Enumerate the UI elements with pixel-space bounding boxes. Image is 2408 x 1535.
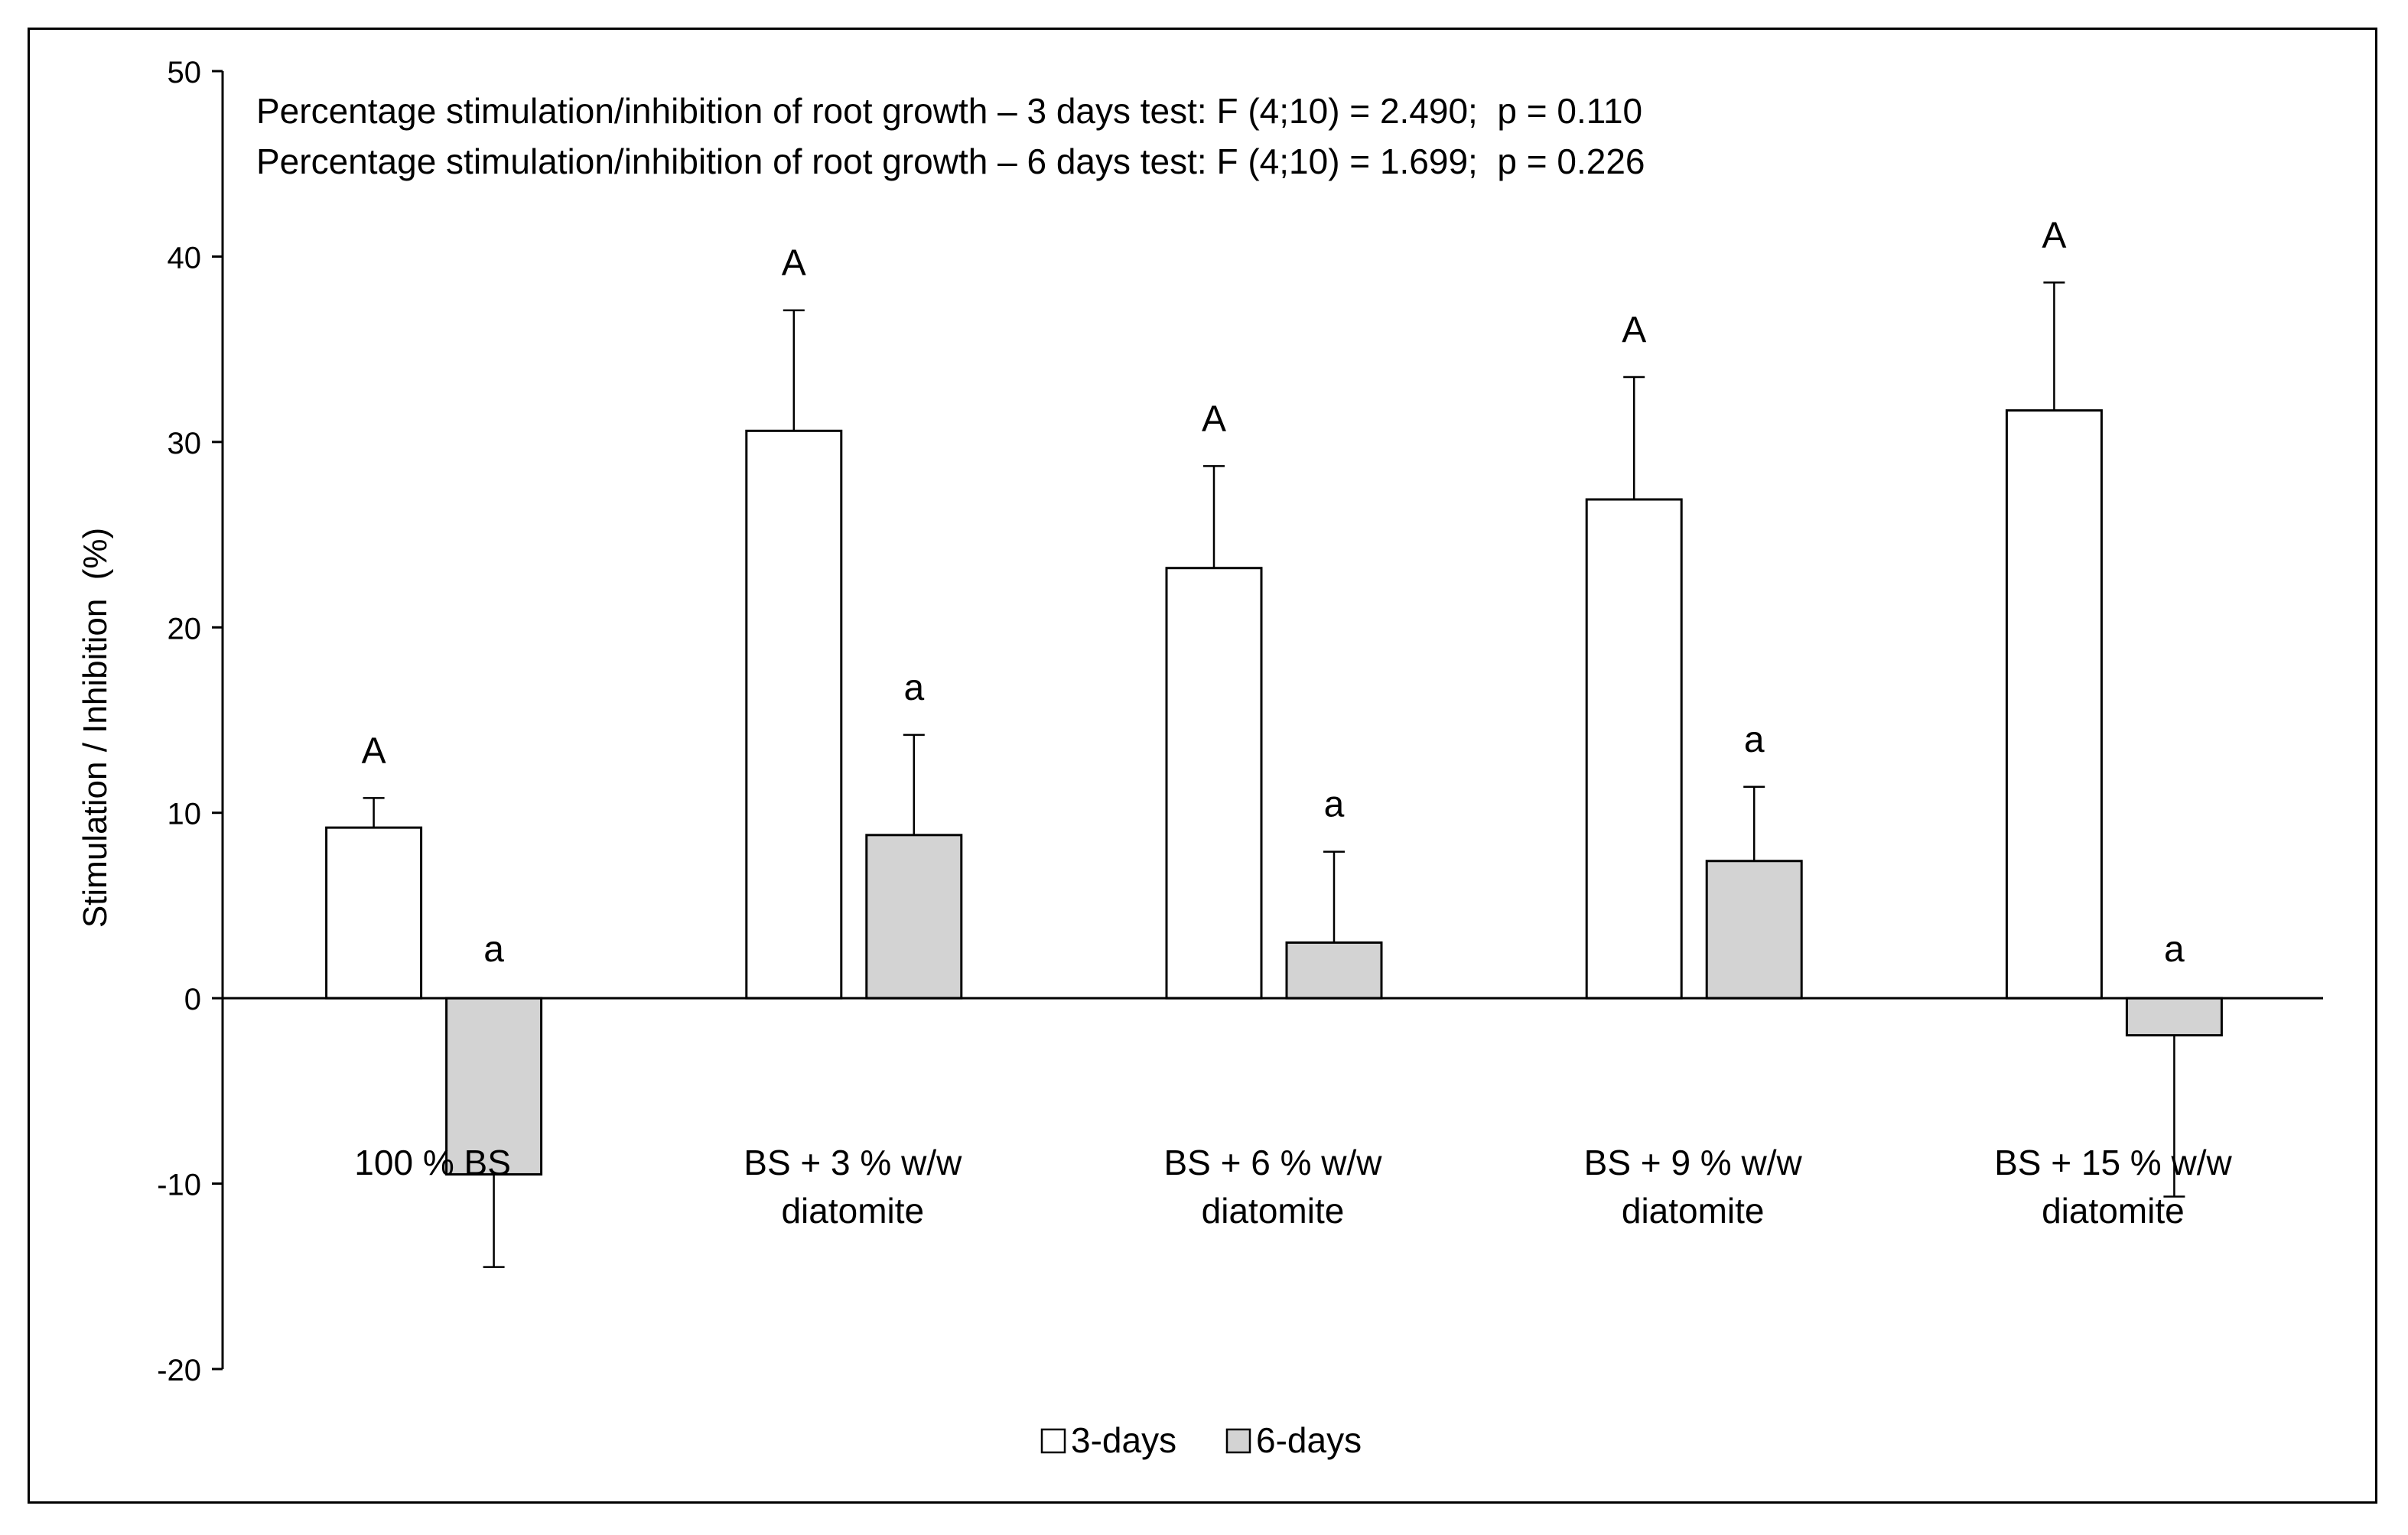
stats-annotation: Percentage stimulation/inhibition of roo… [256,91,1642,131]
bar-6-days-5 [2125,997,2223,1037]
stats-annotation: Percentage stimulation/inhibition of roo… [256,141,1645,181]
y-tick-label: 20 [168,612,202,646]
significance-letter: a [903,668,924,708]
significance-letter: a [483,929,504,970]
y-tick-label: 50 [168,56,202,89]
bar-3-days-5 [2005,409,2103,1000]
bar-6-days-1 [445,997,543,1176]
significance-letter: a [1744,720,1765,760]
y-tick-label: 40 [168,241,202,275]
significance-letter: A [362,730,386,771]
bar-3-days-3 [1165,567,1263,1000]
x-category-label: BS + 3 % w/w [744,1143,962,1182]
bar-6-days-3 [1285,941,1383,1000]
chart-frame: -20 -10 0 10 20 30 40 50 Stimulation / Inhibitio… [28,28,2377,1504]
bar-6-days-4 [1705,860,1803,1000]
bar-chart: -20 -10 0 10 20 30 40 50 Stimulation / Inhibitio… [76,56,2323,1460]
x-category-label: BS + 9 % w/w [1584,1143,1803,1182]
bar-3-days-1 [325,826,423,1000]
y-tick-label: -20 [157,1354,201,1387]
significance-letter: A [782,243,806,284]
y-tick-label: -10 [157,1169,201,1202]
x-category-label: BS + 15 % w/w [1994,1143,2232,1182]
legend-label: 3-days [1071,1420,1176,1460]
significance-letter: a [2164,929,2185,970]
significance-letter: A [2042,215,2066,255]
legend-label: 6-days [1256,1420,1362,1460]
x-category-label: diatomite [1622,1191,1765,1231]
y-tick-label: 10 [168,798,202,831]
x-category-label: BS + 6 % w/w [1163,1143,1382,1182]
legend-swatch-6-days [1225,1428,1251,1454]
bar-3-days-2 [745,429,843,1000]
y-tick-label: 30 [168,427,202,460]
y-axis-label: Stimulation / Inhibition (%) [76,528,114,928]
bar-3-days-4 [1585,498,1683,1000]
bar-6-days-2 [865,834,963,1000]
x-category-label: diatomite [1202,1191,1345,1231]
legend-swatch-3-days [1040,1428,1066,1454]
y-tick-label: 0 [184,983,201,1016]
significance-letter: a [1324,785,1345,825]
x-category-label: diatomite [781,1191,924,1231]
x-category-label: diatomite [2042,1191,2185,1231]
significance-letter: A [1622,310,1646,350]
x-category-label: 100 % BS [354,1143,511,1182]
significance-letter: A [1202,398,1226,439]
